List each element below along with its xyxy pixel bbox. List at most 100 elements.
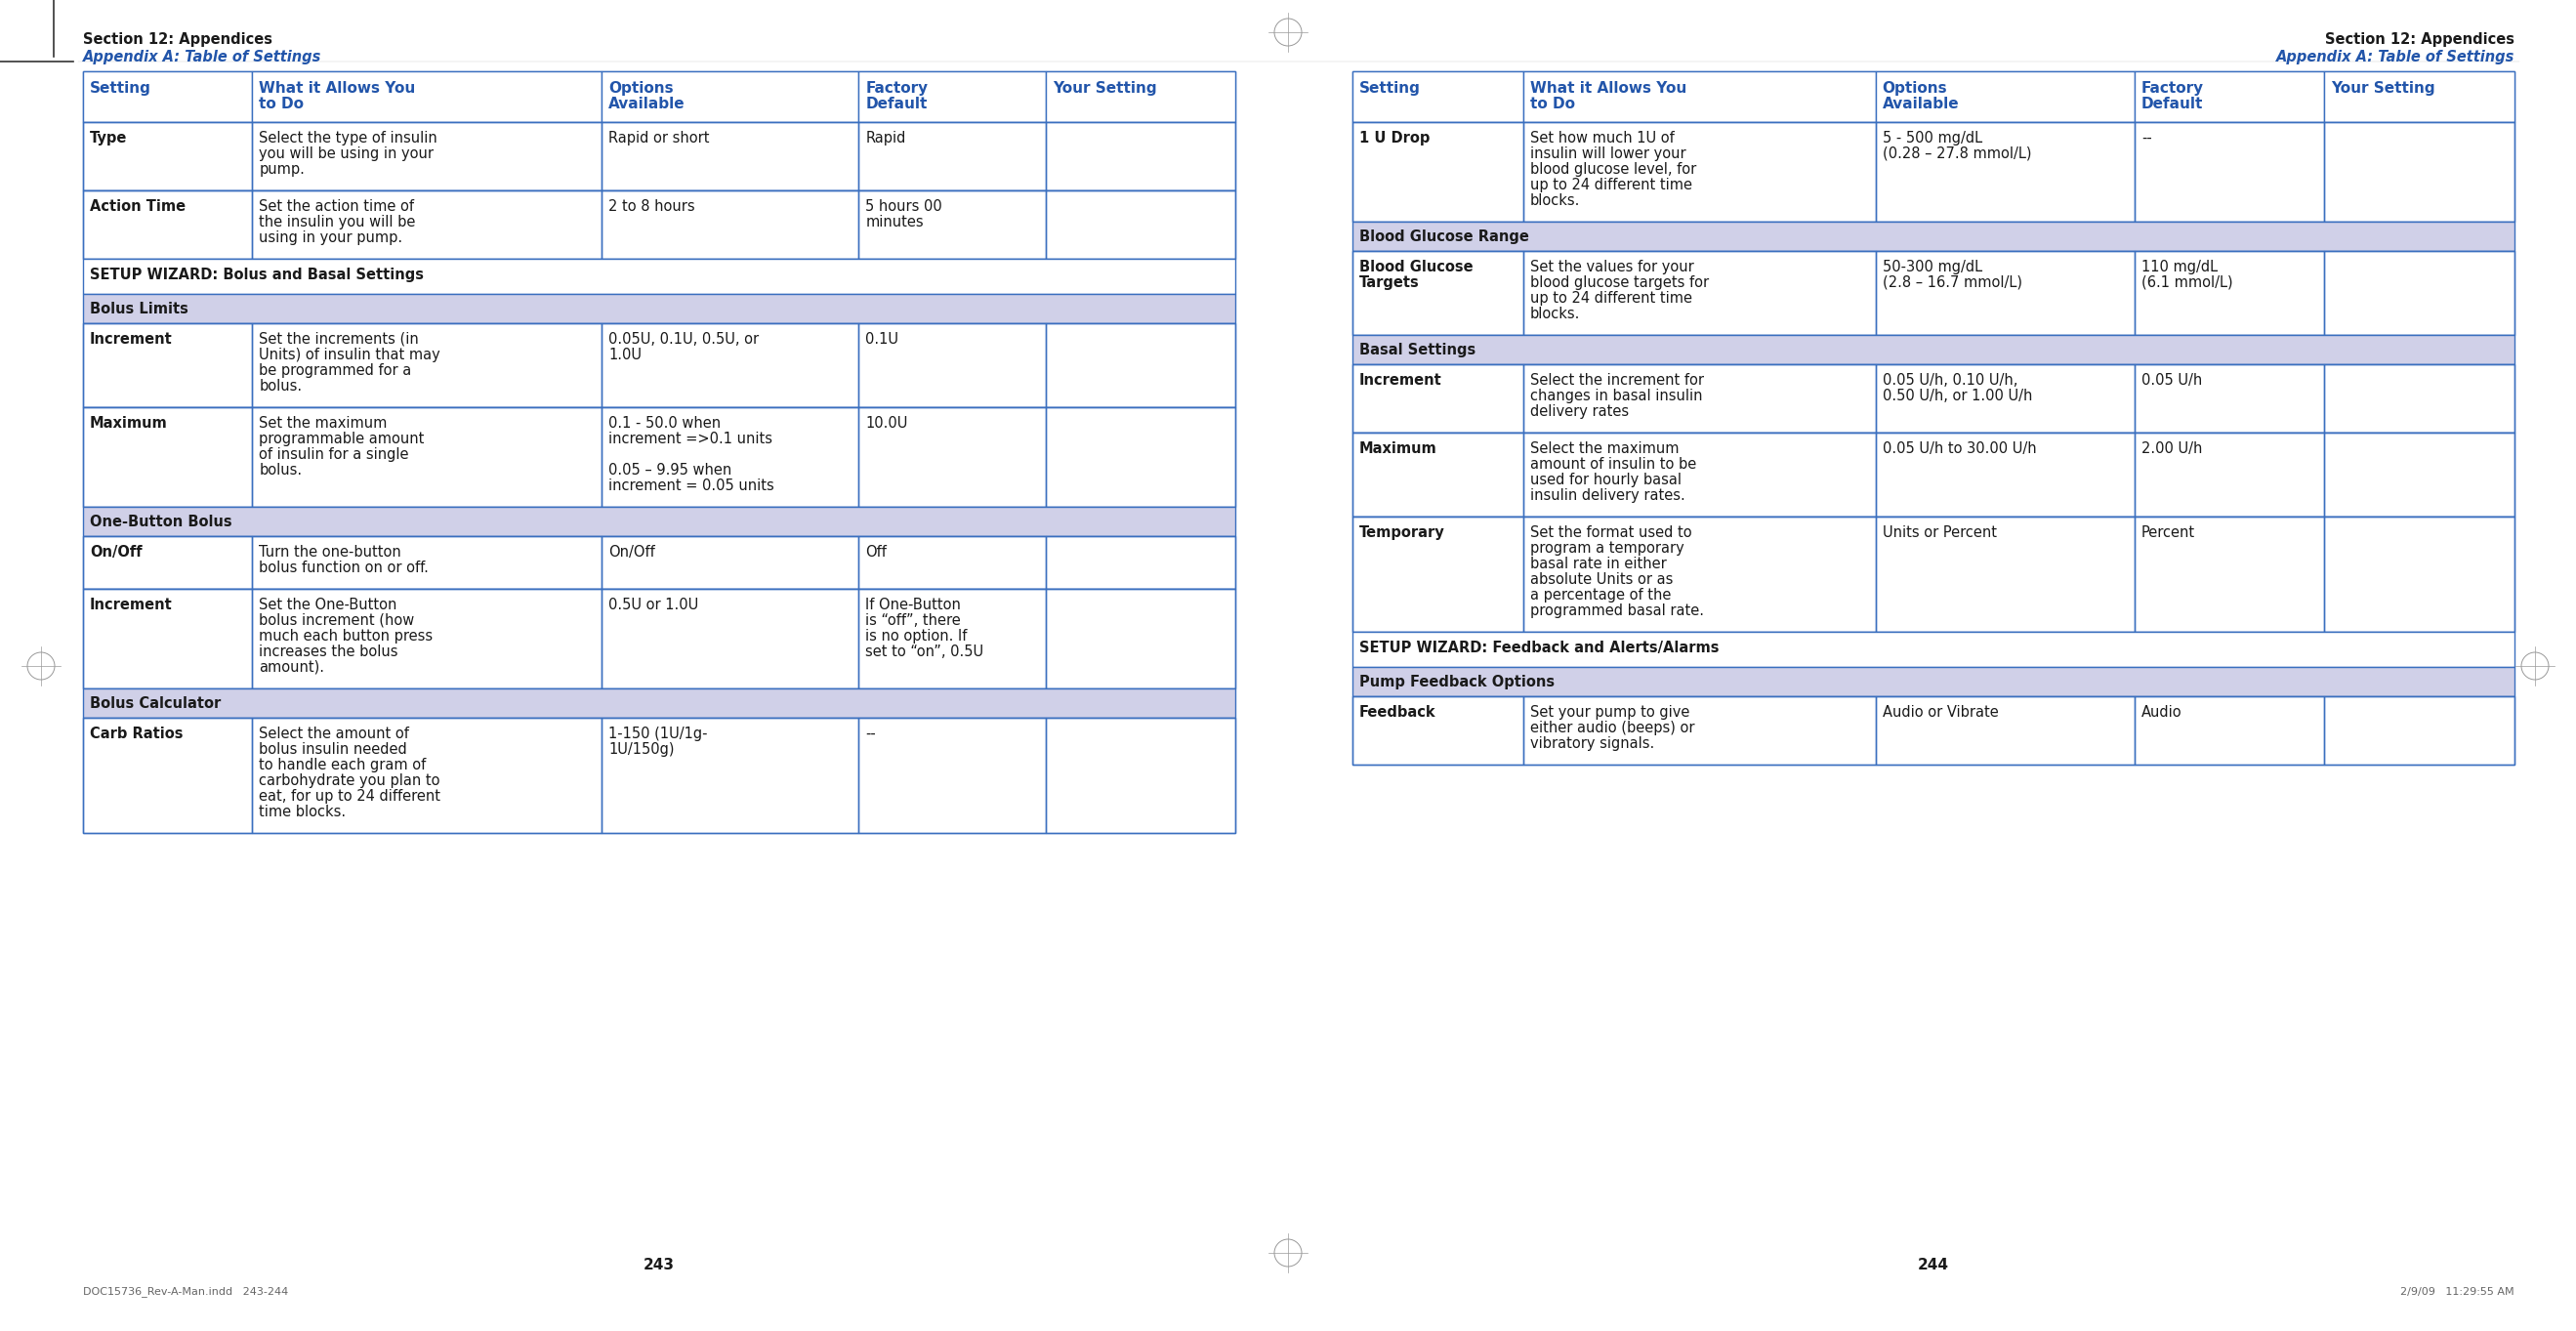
Bar xyxy=(603,190,858,258)
Bar xyxy=(1522,122,1875,222)
Bar xyxy=(82,536,252,588)
Text: to Do: to Do xyxy=(1530,97,1574,112)
Bar xyxy=(82,588,1236,688)
Bar xyxy=(1046,122,1236,190)
Bar xyxy=(82,122,252,190)
Text: increment = 0.05 units: increment = 0.05 units xyxy=(608,479,775,494)
Bar xyxy=(1352,252,1522,335)
Bar xyxy=(603,588,858,688)
Text: Available: Available xyxy=(1883,97,1958,112)
Text: Section 12: Appendices: Section 12: Appendices xyxy=(2326,32,2514,47)
Text: Appendix A: Table of Settings: Appendix A: Table of Settings xyxy=(82,49,322,64)
Bar xyxy=(603,323,858,407)
Text: Units or Percent: Units or Percent xyxy=(1883,526,1996,540)
Text: Increment: Increment xyxy=(90,598,173,612)
Bar xyxy=(82,407,252,507)
Text: using in your pump.: using in your pump. xyxy=(260,230,402,245)
Bar xyxy=(252,323,603,407)
Bar xyxy=(82,122,1236,190)
Text: Blood Glucose Range: Blood Glucose Range xyxy=(1360,229,1530,244)
Bar xyxy=(82,507,1236,536)
Text: carbohydrate you plan to: carbohydrate you plan to xyxy=(260,773,440,788)
Bar xyxy=(858,323,1046,407)
Bar xyxy=(252,72,603,122)
Text: of insulin for a single: of insulin for a single xyxy=(260,447,410,462)
Text: program a temporary: program a temporary xyxy=(1530,540,1685,555)
Text: used for hourly basal: used for hourly basal xyxy=(1530,473,1682,487)
Bar xyxy=(1875,696,2136,764)
Bar xyxy=(1352,122,2514,222)
Text: Default: Default xyxy=(2141,97,2202,112)
Text: --: -- xyxy=(866,727,876,741)
Bar xyxy=(252,122,603,190)
Text: Select the type of insulin: Select the type of insulin xyxy=(260,130,438,145)
Text: (0.28 – 27.8 mmol/L): (0.28 – 27.8 mmol/L) xyxy=(1883,146,2030,161)
Bar xyxy=(2136,252,2324,335)
Text: eat, for up to 24 different: eat, for up to 24 different xyxy=(260,789,440,804)
Bar xyxy=(252,536,603,588)
Bar xyxy=(2324,72,2514,122)
Text: Targets: Targets xyxy=(1360,276,1419,290)
Text: Select the amount of: Select the amount of xyxy=(260,727,410,741)
Text: 1-150 (1U/1g-: 1-150 (1U/1g- xyxy=(608,727,708,741)
Text: bolus increment (how: bolus increment (how xyxy=(260,614,415,628)
Bar xyxy=(1352,335,2514,365)
Text: Percent: Percent xyxy=(2141,526,2195,540)
Bar xyxy=(1046,536,1236,588)
Text: basal rate in either: basal rate in either xyxy=(1530,556,1667,571)
Bar xyxy=(1352,365,1522,433)
Text: --: -- xyxy=(2141,130,2151,145)
Text: blocks.: blocks. xyxy=(1530,306,1579,321)
Bar xyxy=(2324,252,2514,335)
Text: On/Off: On/Off xyxy=(90,544,142,559)
Bar xyxy=(1352,667,2514,696)
Text: On/Off: On/Off xyxy=(608,544,654,559)
Text: Type: Type xyxy=(90,130,126,145)
Bar xyxy=(1352,516,1522,632)
Bar xyxy=(2324,696,2514,764)
Text: changes in basal insulin: changes in basal insulin xyxy=(1530,389,1703,403)
Bar xyxy=(1875,433,2136,516)
Text: either audio (beeps) or: either audio (beeps) or xyxy=(1530,720,1695,735)
Bar xyxy=(2136,72,2324,122)
Text: Pump Feedback Options: Pump Feedback Options xyxy=(1360,675,1556,689)
Text: 0.1 - 50.0 when: 0.1 - 50.0 when xyxy=(608,417,721,431)
Bar xyxy=(82,190,1236,258)
Text: SETUP WIZARD: Feedback and Alerts/Alarms: SETUP WIZARD: Feedback and Alerts/Alarms xyxy=(1360,640,1718,655)
Text: you will be using in your: you will be using in your xyxy=(260,146,433,161)
Text: (6.1 mmol/L): (6.1 mmol/L) xyxy=(2141,276,2233,290)
Bar xyxy=(1352,365,2514,433)
Bar xyxy=(82,717,1236,833)
Bar xyxy=(603,72,858,122)
Text: Setting: Setting xyxy=(90,81,152,96)
Text: 1 U Drop: 1 U Drop xyxy=(1360,130,1430,145)
Bar xyxy=(2136,696,2324,764)
Bar xyxy=(1352,696,2514,764)
Bar xyxy=(1352,222,2514,252)
Text: a percentage of the: a percentage of the xyxy=(1530,588,1672,603)
Text: 0.05 U/h to 30.00 U/h: 0.05 U/h to 30.00 U/h xyxy=(1883,442,2035,457)
Bar xyxy=(2324,433,2514,516)
Bar xyxy=(252,407,603,507)
Text: bolus function on or off.: bolus function on or off. xyxy=(260,560,430,575)
Bar xyxy=(858,190,1046,258)
Text: 5 hours 00: 5 hours 00 xyxy=(866,200,943,214)
Text: Factory: Factory xyxy=(866,81,927,96)
Text: Bolus Calculator: Bolus Calculator xyxy=(90,696,222,711)
Text: Set the action time of: Set the action time of xyxy=(260,200,415,214)
Text: blocks.: blocks. xyxy=(1530,193,1579,208)
Text: the insulin you will be: the insulin you will be xyxy=(260,214,415,229)
Text: 2.00 U/h: 2.00 U/h xyxy=(2141,442,2202,457)
Text: Basal Settings: Basal Settings xyxy=(1360,343,1476,358)
Text: up to 24 different time: up to 24 different time xyxy=(1530,291,1692,306)
Text: 0.1U: 0.1U xyxy=(866,331,899,346)
Bar xyxy=(1352,122,1522,222)
Text: increment =>0.1 units: increment =>0.1 units xyxy=(608,431,773,446)
Text: Units) of insulin that may: Units) of insulin that may xyxy=(260,347,440,362)
Bar xyxy=(1352,516,2514,632)
Bar xyxy=(252,190,603,258)
Bar xyxy=(2136,516,2324,632)
Bar xyxy=(82,688,1236,717)
Text: 243: 243 xyxy=(644,1258,675,1272)
Bar xyxy=(603,407,858,507)
